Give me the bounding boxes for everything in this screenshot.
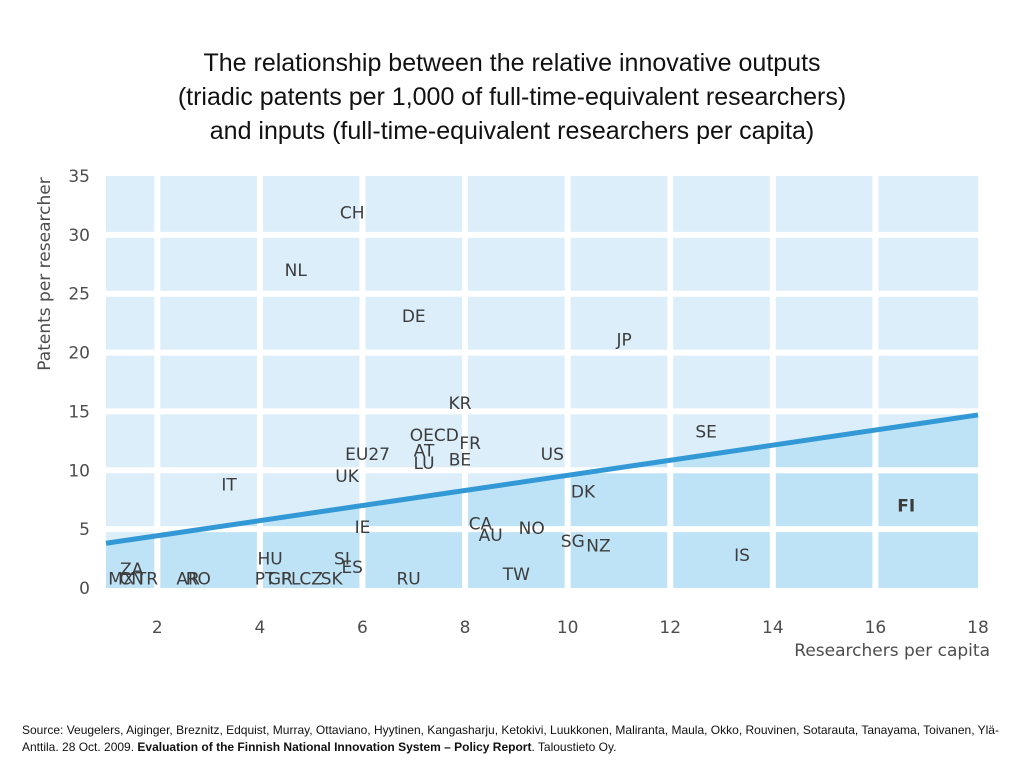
data-point-eu27: EU27 — [345, 445, 390, 465]
x-tick-label: 2 — [152, 618, 163, 638]
data-point-ru: RU — [397, 570, 421, 590]
data-point-it: IT — [221, 475, 237, 495]
data-point-uk: UK — [335, 467, 359, 487]
data-point-pl: PL — [281, 570, 301, 590]
data-point-nz: NZ — [586, 537, 610, 557]
y-tick-label: 30 — [68, 226, 90, 246]
data-point-es: ES — [341, 558, 363, 578]
data-point-cz: CZ — [299, 570, 323, 590]
data-point-nl: NL — [285, 261, 308, 281]
x-tick-label: 14 — [762, 618, 784, 638]
chart-title: The relationship between the relative in… — [0, 46, 1024, 148]
x-axis-title: Researchers per capita — [794, 641, 990, 661]
source-report-title: Evaluation of the Finnish National Innov… — [137, 740, 532, 754]
data-point-cn: CN — [119, 570, 144, 590]
data-point-ro: RO — [186, 570, 211, 590]
data-point-no: NO — [519, 519, 545, 539]
y-tick-label: 15 — [68, 402, 90, 422]
x-tick-label: 4 — [254, 618, 265, 638]
y-axis-ticks: 0 5 10 15 20 25 30 35 — [68, 167, 90, 599]
data-point-za: ZA — [120, 560, 144, 580]
x-tick-label: 12 — [659, 618, 681, 638]
data-point-at: AT — [414, 441, 435, 461]
source-citation: Source: Veugelers, Aiginger, Breznitz, E… — [22, 722, 1012, 756]
y-axis-title: Patents per researcher — [35, 177, 55, 370]
data-point-tw: TW — [502, 565, 530, 585]
chart-title-line-3: and inputs (full-time-equivalent researc… — [209, 117, 815, 145]
chart-title-line-2: (triadic patents per 1,000 of full-time-… — [177, 83, 847, 111]
y-tick-label: 25 — [68, 285, 90, 305]
data-point-is: IS — [734, 546, 750, 566]
data-point-gr: GR — [268, 570, 293, 590]
x-axis-ticks: 2 4 6 8 10 12 14 16 18 — [152, 618, 989, 638]
x-tick-label: 8 — [460, 618, 471, 638]
data-point-kr: KR — [448, 394, 471, 414]
data-point-be: BE — [449, 451, 471, 471]
data-point-oecd: OECD — [410, 426, 459, 446]
data-point-labels: CH NL DE JP KR SE OECD FR AT EU27 US BE LU UK IT DK FI IE… — [108, 203, 915, 589]
data-point-lu: LU — [413, 454, 434, 474]
plot-area-lower — [106, 414, 978, 588]
x-tick-label: 6 — [357, 618, 368, 638]
chart-title-line-1: The relationship between the relative in… — [203, 49, 821, 77]
plot-background — [106, 176, 978, 588]
scatter-chart: 2 4 6 8 10 12 14 16 18 0 5 10 15 20 25 30 35 Researcher… — [35, 167, 990, 661]
data-point-sk: SK — [321, 570, 344, 590]
y-tick-label: 0 — [79, 579, 90, 599]
data-point-ca: CA — [469, 514, 493, 534]
data-point-fi: FI — [897, 497, 915, 517]
data-point-pt: PT — [255, 570, 276, 590]
data-point-us: US — [541, 445, 564, 465]
data-point-ie: IE — [355, 518, 371, 538]
data-point-tr: TR — [135, 570, 158, 590]
data-point-fr: FR — [459, 434, 481, 454]
data-point-de: DE — [402, 307, 426, 327]
source-suffix: . Taloustieto Oy. — [531, 740, 617, 754]
data-point-sg: SG — [561, 532, 585, 552]
y-tick-label: 35 — [68, 167, 90, 187]
data-point-mx: MX — [108, 570, 135, 590]
y-tick-label: 5 — [79, 520, 90, 540]
y-tick-label: 20 — [68, 344, 90, 364]
trend-line — [105, 412, 979, 546]
data-point-ch: CH — [340, 203, 365, 223]
plot-grid — [106, 176, 978, 588]
data-point-si: SI — [334, 550, 350, 570]
data-point-se: SE — [695, 422, 717, 442]
data-point-jp: JP — [615, 331, 631, 351]
data-point-hu: HU — [258, 550, 283, 570]
y-tick-label: 10 — [68, 461, 90, 481]
source-prefix: Source: Veugelers, Aiginger, Breznitz, E… — [22, 723, 999, 754]
data-point-ar: AR — [176, 570, 200, 590]
x-tick-label: 10 — [557, 618, 579, 638]
x-tick-label: 18 — [967, 618, 989, 638]
x-tick-label: 16 — [865, 618, 887, 638]
data-point-dk: DK — [571, 482, 596, 502]
data-point-au: AU — [479, 526, 503, 546]
